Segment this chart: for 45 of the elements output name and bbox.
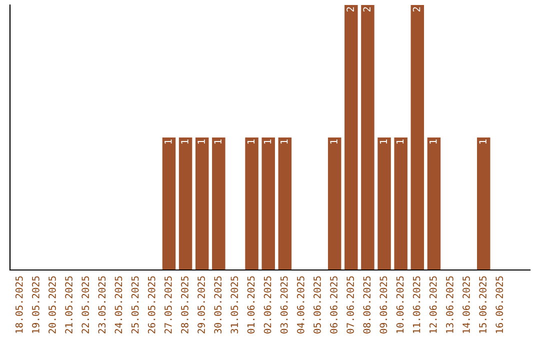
data-label: 1 <box>164 140 172 144</box>
data-label: 1 <box>396 140 404 144</box>
x-tick-label: 24.05.2025 <box>114 276 122 334</box>
x-tick-label: 28.05.2025 <box>181 276 188 334</box>
x-tick-label: 16.06.2025 <box>496 276 504 333</box>
x-tick-label: 19.05.2025 <box>32 276 40 333</box>
x-tick-label: 11.06.2025 <box>412 276 420 333</box>
x-tick-label: 29.05.2025 <box>198 276 205 334</box>
x-tick-label: 02.06.2025 <box>264 276 272 334</box>
data-label: 1 <box>198 140 205 144</box>
data-label: 1 <box>479 140 486 144</box>
x-tick-label: 31.05.2025 <box>230 276 238 334</box>
x-tick-label: 30.05.2025 <box>214 276 222 334</box>
x-tick-label: 21.05.2025 <box>65 276 72 334</box>
data-label: 1 <box>264 140 272 144</box>
x-tick-label: 09.06.2025 <box>380 276 388 334</box>
x-tick-label: 27.05.2025 <box>164 276 172 334</box>
x-tick-label: 08.06.2025 <box>363 276 371 334</box>
x-tick-label: 07.06.2025 <box>346 276 354 334</box>
data-label: 1 <box>330 140 338 144</box>
x-tick-label: 03.06.2025 <box>280 276 288 334</box>
x-tick-label: 18.05.2025 <box>15 276 23 333</box>
x-tick-label: 23.05.2025 <box>98 276 106 334</box>
x-tick-label: 14.06.2025 <box>462 276 470 333</box>
data-label: 1 <box>380 140 387 144</box>
data-label: 1 <box>247 140 254 144</box>
data-label: 1 <box>214 140 222 144</box>
data-label: 1 <box>280 140 288 144</box>
x-tick-label: 13.06.2025 <box>446 276 454 333</box>
x-tick-label: 20.05.2025 <box>48 276 56 334</box>
x-tick-label: 04.06.2025 <box>296 276 304 334</box>
x-tick-label: 06.06.2025 <box>330 276 338 334</box>
data-label: 1 <box>181 140 188 144</box>
data-label: 2 <box>412 7 420 12</box>
x-tick-label: 26.05.2025 <box>148 276 156 334</box>
data-label: 2 <box>346 7 354 12</box>
data-label: 1 <box>430 140 437 144</box>
x-tick-label: 22.05.2025 <box>82 276 90 334</box>
x-tick-label: 05.06.2025 <box>314 276 321 334</box>
x-tick-label: 15.06.2025 <box>479 276 486 333</box>
x-tick-label: 12.06.2025 <box>429 276 437 333</box>
x-tick-label: 01.06.2025 <box>247 276 255 334</box>
x-tick-label: 10.06.2025 <box>396 276 404 333</box>
x-tick-label: 25.05.2025 <box>131 276 139 334</box>
data-label: 2 <box>363 7 370 12</box>
